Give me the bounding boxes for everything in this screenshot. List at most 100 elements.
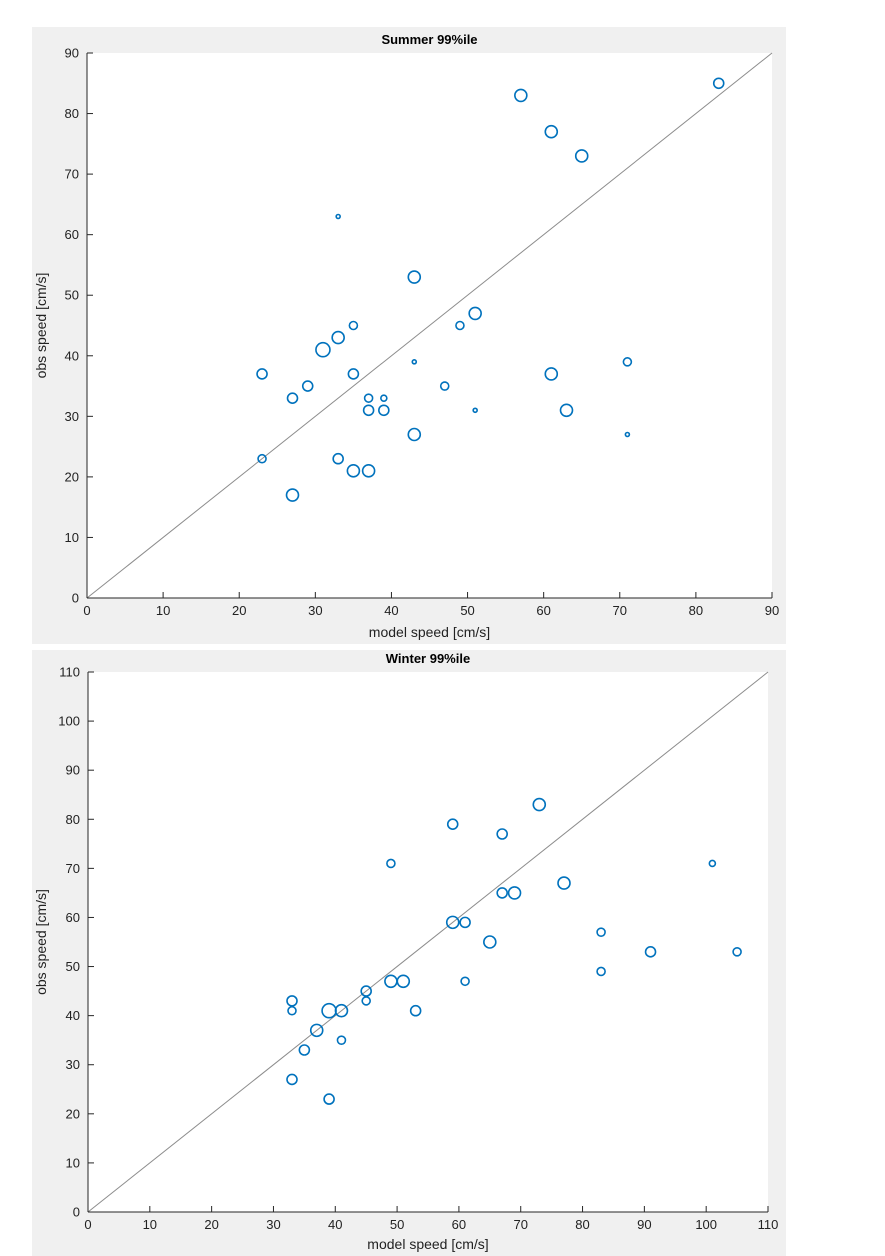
winter-x-tick-label: 20 <box>204 1217 218 1232</box>
winter-data-point <box>386 858 396 869</box>
winter-data-point <box>336 1035 347 1045</box>
winter-x-tick-label: 80 <box>575 1217 589 1232</box>
summer-x-tick-label: 70 <box>613 603 627 618</box>
summer-points <box>256 77 725 502</box>
winter-y-tick-label: 30 <box>66 1057 80 1072</box>
winter-data-point <box>496 828 508 840</box>
winter-data-point <box>496 887 508 899</box>
summer-y-tick-label: 40 <box>65 348 79 363</box>
winter-y-tick-label: 100 <box>58 714 80 729</box>
summer-data-point <box>544 124 559 139</box>
winter-data-point <box>596 927 606 937</box>
winter-data-point <box>732 947 742 957</box>
summer-x-tick-label: 80 <box>689 603 703 618</box>
summer-x-tick-label: 60 <box>536 603 550 618</box>
summer-y-tick-label: 10 <box>65 530 79 545</box>
winter-data-point <box>409 1004 422 1017</box>
summer-data-point <box>468 306 482 321</box>
summer-y-ticks: 0 10 20 30 40 50 60 70 80 90 <box>65 46 93 606</box>
summer-data-point <box>624 431 631 438</box>
summer-y-tick-label: 0 <box>72 591 79 606</box>
winter-data-point <box>309 1023 324 1038</box>
winter-y-tick-label: 10 <box>66 1155 80 1170</box>
winter-y-tick-label: 80 <box>66 812 80 827</box>
winter-reference-line <box>87 671 769 1213</box>
summer-reference-line <box>86 52 773 599</box>
winter-data-point <box>708 859 717 868</box>
winter-data-point <box>483 935 497 949</box>
winter-y-tick-label: 50 <box>66 959 80 974</box>
summer-data-point <box>455 320 465 331</box>
winter-data-point <box>459 916 471 929</box>
winter-data-point <box>557 876 571 890</box>
winter-chart-title: Winter 99%ile <box>386 651 470 666</box>
winter-y-tick-label: 20 <box>66 1106 80 1121</box>
summer-y-tick-label: 50 <box>65 288 79 303</box>
summer-data-point <box>514 88 528 103</box>
winter-data-point <box>396 974 411 989</box>
winter-axes <box>87 672 768 1213</box>
summer-data-point <box>347 368 360 380</box>
winter-x-tick-label: 60 <box>452 1217 466 1232</box>
summer-data-point <box>559 403 574 418</box>
winter-x-tick-label: 110 <box>758 1217 779 1232</box>
summer-data-point <box>346 464 361 478</box>
summer-data-point <box>712 77 725 90</box>
summer-data-point <box>256 368 268 380</box>
summer-y-axis-label: obs speed [cm/s] <box>33 273 49 379</box>
summer-data-point <box>363 393 374 403</box>
summer-data-point <box>544 367 559 381</box>
winter-data-point <box>445 915 460 930</box>
summer-y-tick-label: 20 <box>65 469 79 484</box>
winter-data-point <box>446 818 459 830</box>
winter-x-tick-label: 30 <box>266 1217 280 1232</box>
summer-data-point <box>362 404 375 417</box>
summer-data-point <box>574 149 589 163</box>
summer-data-point <box>257 453 267 464</box>
summer-data-point <box>407 427 422 442</box>
summer-data-point <box>472 407 478 414</box>
summer-y-tick-label: 30 <box>65 409 79 424</box>
summer-y-tick-label: 70 <box>65 167 79 182</box>
summer-x-tick-label: 0 <box>83 603 90 618</box>
summer-data-point <box>407 270 422 284</box>
winter-x-axis-label: model speed [cm/s] <box>367 1236 488 1252</box>
summer-x-tick-label: 20 <box>232 603 246 618</box>
winter-x-tick-label: 40 <box>328 1217 342 1232</box>
winter-x-tick-label: 10 <box>143 1217 157 1232</box>
winter-reference-line-group <box>87 671 769 1213</box>
winter-y-tick-label: 110 <box>59 665 80 680</box>
summer-data-point <box>378 404 390 417</box>
summer-y-tick-label: 80 <box>65 106 79 121</box>
winter-data-point <box>286 995 298 1007</box>
winter-y-tick-label: 90 <box>66 763 80 778</box>
summer-data-point <box>439 381 450 391</box>
summer-x-tick-label: 50 <box>460 603 474 618</box>
summer-x-tick-label: 90 <box>765 603 779 618</box>
winter-x-tick-label: 0 <box>84 1217 91 1232</box>
summer-reference-line-group <box>86 52 773 599</box>
summer-data-point <box>301 380 314 392</box>
summer-x-tick-label: 40 <box>384 603 398 618</box>
summer-data-point <box>331 330 345 345</box>
winter-data-point <box>644 946 657 958</box>
summer-data-point <box>622 357 633 367</box>
summer-x-tick-label: 30 <box>308 603 322 618</box>
winter-chart: 0 10 20 30 40 50 60 70 80 90 100 110 0 10 20 30 40 50 60 7… <box>33 651 778 1252</box>
winter-data-point <box>361 996 371 1006</box>
winter-x-tick-label: 50 <box>390 1217 404 1232</box>
winter-y-tick-label: 60 <box>66 910 80 925</box>
winter-y-tick-label: 0 <box>73 1205 80 1220</box>
summer-axes <box>86 53 772 599</box>
winter-data-point <box>323 1093 335 1105</box>
summer-data-point <box>335 213 341 220</box>
winter-data-point <box>287 1005 297 1016</box>
winter-x-ticks: 0 10 20 30 40 50 60 70 80 90 100 110 <box>84 1206 778 1232</box>
summer-data-point <box>411 359 418 365</box>
winter-data-point <box>286 1073 298 1086</box>
summer-chart-title: Summer 99%ile <box>381 32 477 47</box>
winter-x-tick-label: 90 <box>637 1217 651 1232</box>
summer-data-point <box>348 320 359 331</box>
winter-data-point <box>334 1003 349 1018</box>
winter-data-point <box>507 886 522 900</box>
